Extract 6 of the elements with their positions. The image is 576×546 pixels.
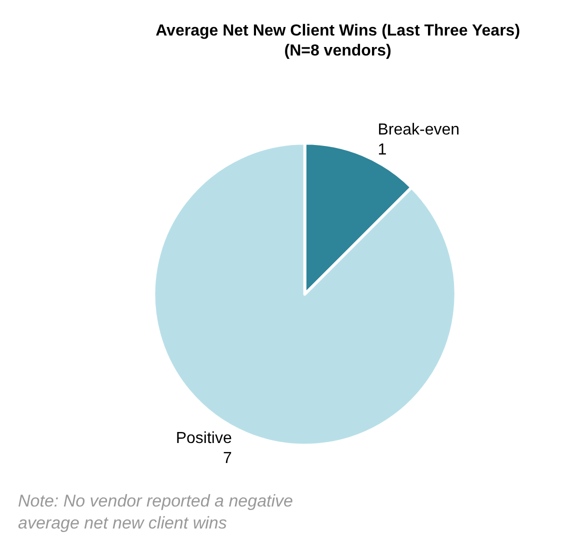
slice-label: Break-even [378, 121, 460, 138]
text: Note: No vendor reported a negative average net new client wins [18, 492, 294, 532]
data-label: 1 [378, 141, 387, 158]
chart-title: Average Net New Client Wins (Last Three Years) (N=8 vendors) [156, 22, 520, 60]
slice-label: Positive [176, 430, 232, 448]
data-label: 7 [222, 450, 232, 468]
